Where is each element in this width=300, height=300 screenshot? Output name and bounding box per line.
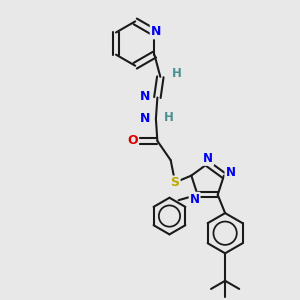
Text: N: N: [140, 90, 151, 104]
Text: S: S: [171, 176, 180, 190]
Text: N: N: [140, 112, 150, 125]
Text: H: H: [172, 68, 182, 80]
Text: H: H: [164, 111, 174, 124]
Text: N: N: [203, 152, 213, 165]
Text: N: N: [190, 193, 200, 206]
Text: N: N: [226, 166, 236, 179]
Text: O: O: [128, 134, 138, 148]
Text: N: N: [151, 26, 161, 38]
